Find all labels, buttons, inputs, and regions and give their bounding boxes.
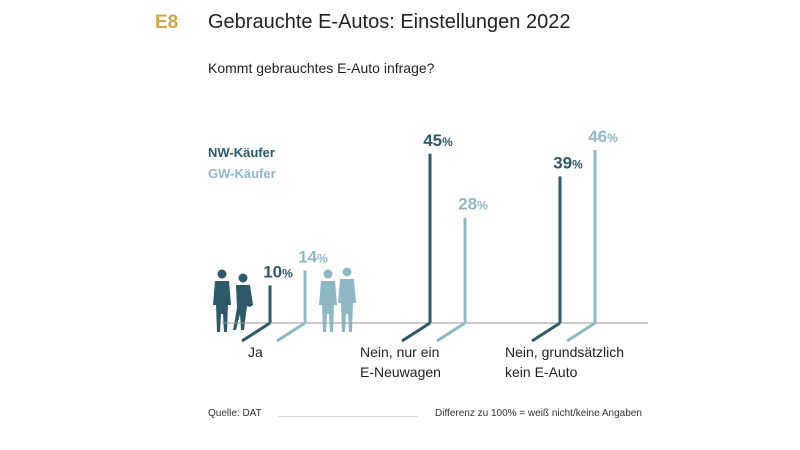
chart-question: Kommt gebrauchtes E-Auto infrage? [208,60,435,76]
category-label: Nein, nur ein E-Neuwagen [360,344,441,380]
data-label: 28% [458,195,488,214]
data-label: 10% [263,262,293,281]
bar-shadow [401,321,431,343]
category-label: Ja [248,344,263,360]
legend-gw-kaeufer: GW-Käufer [208,166,276,181]
legend-nw-kaeufer: NW-Käufer [208,145,275,160]
people-illustration-gw [319,267,356,332]
footer-divider [278,416,418,417]
source-note: Quelle: DAT [208,408,262,419]
person-icon [319,269,337,332]
bar-marks: 10% 45% 39% 14% 28% 46% Ja Nein, nur ein E-Neuwa… [241,127,624,380]
bar-shadow [566,321,596,343]
bar-shadow [436,321,466,343]
data-label: 39% [553,153,583,172]
people-illustration-nw [213,269,253,332]
bar-shadow [241,321,271,343]
bar-shadow [276,321,306,343]
person-icon [233,273,253,330]
person-icon [213,269,231,332]
footnote: Differenz zu 100% = weiß nicht/keine Ang… [435,408,642,419]
chart-code: E8 [155,12,179,33]
person-icon [338,267,356,332]
bar-shadow [531,321,561,343]
data-label: 45% [423,131,453,150]
chart-title: Gebrauchte E-Autos: Einstellungen 2022 [208,11,571,33]
data-label: 14% [298,247,328,266]
data-label: 46% [588,127,618,146]
category-label: Nein, grundsätzlich kein E-Auto [505,344,624,380]
